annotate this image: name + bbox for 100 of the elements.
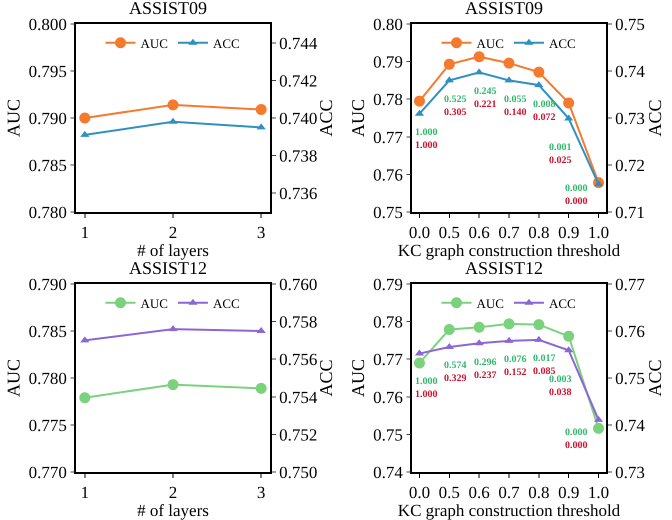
annotation: 0.000 [565,196,588,207]
y2-tick-label: 0.758 [279,312,318,332]
y2-tick-label: 0.760 [279,274,318,294]
annotation: 0.017 [533,353,556,364]
y2-tick-label: 0.736 [279,184,318,204]
annotation: 0.025 [549,155,572,166]
y-tick-label: 0.785 [28,156,67,175]
y-tick-label: 0.780 [28,202,67,222]
legend-label: ACC [212,296,240,311]
point [444,58,455,70]
y-axis-title: AUC [3,98,24,138]
annotation: 0.076 [504,354,526,365]
y-tick-label: 0.775 [28,416,67,435]
y-axis-title: AUC [3,358,24,398]
y2-tick-label: 0.754 [279,388,318,407]
x-tick-label: 1.0 [588,483,610,502]
y2-tick-label: 0.77 [615,274,646,294]
annotation: 0.000 [565,183,588,194]
point [563,330,574,342]
chart-title: ASSIST09 [464,0,544,18]
point [533,319,544,330]
x-tick-label: 0.0 [408,483,430,502]
x-tick-label: 3 [256,223,266,242]
chart-title: ASSIST12 [464,258,544,278]
annotation: 0.140 [504,107,526,118]
annotation: 1.000 [415,376,438,387]
y-tick-label: 0.76 [373,165,403,184]
legend-label: ACC [212,36,240,51]
y2-tick-label: 0.756 [279,350,318,370]
point [168,379,178,390]
annotation: 0.329 [444,373,466,384]
annotation: 0.008 [533,99,556,110]
y-tick-label: 0.77 [373,128,404,147]
y2-tick-label: 0.738 [279,146,318,166]
annotation: 0.000 [565,440,588,451]
y2-tick-label: 0.74 [615,62,646,81]
point [474,51,485,62]
annotation: 1.000 [415,127,438,138]
annotation: 0.000 [565,427,588,438]
x-tick-label: 0.7 [498,223,520,242]
x-axis-title: KC graph construction threshold [398,501,621,520]
point [563,97,574,108]
point [256,104,267,116]
annotation: 0.221 [474,99,496,110]
y-tick-label: 0.790 [28,274,67,294]
y2-tick-label: 0.71 [615,202,645,222]
point [504,58,514,69]
x-tick-label: 0.5 [438,483,460,502]
legend-label: AUC [140,296,168,311]
y-tick-label: 0.75 [373,425,403,444]
x-tick-label: 0.9 [558,483,580,502]
annotation: 0.305 [444,107,466,118]
legend-label: ACC [548,36,576,51]
y-axis-title: AUC [348,98,368,138]
x-tick-label: 3 [256,483,266,502]
point [504,318,514,330]
annotation: 1.000 [415,140,438,151]
y2-axis-title: ACC [645,359,665,397]
annotation: 0.003 [549,374,572,385]
legend-label: ACC [548,296,576,311]
y-tick-label: 0.785 [28,322,67,341]
y2-tick-label: 0.744 [279,34,318,53]
y2-axis-title: ACC [645,99,665,137]
x-tick-label: 2 [168,223,178,242]
legend-label: AUC [476,296,504,311]
y2-tick-label: 0.75 [615,14,645,34]
y2-tick-label: 0.74 [615,416,646,435]
x-tick-label: 0.5 [438,223,460,242]
annotation: 0.574 [444,360,466,371]
y-tick-label: 0.78 [373,312,403,332]
y-tick-label: 0.79 [373,52,403,72]
y-tick-label: 0.790 [28,108,67,128]
x-axis-title: KC graph construction threshold [398,241,621,260]
y-tick-label: 0.74 [373,462,404,482]
y2-tick-label: 0.742 [279,71,318,90]
y-tick-label: 0.76 [373,388,403,407]
y-tick-label: 0.770 [28,462,67,482]
x-tick-label: 2 [168,483,178,502]
y-tick-label: 0.78 [373,90,403,110]
legend-label: AUC [476,36,504,51]
annotation: 0.001 [549,142,572,153]
point [79,112,90,124]
y2-tick-label: 0.73 [615,108,645,128]
y-tick-label: 0.80 [373,14,403,34]
y-tick-label: 0.79 [373,274,403,294]
point [256,382,267,394]
x-tick-label: 0.6 [468,483,490,502]
chart-title: ASSIST09 [128,0,208,18]
y-tick-label: 0.795 [28,62,67,81]
y-tick-label: 0.780 [28,368,67,388]
x-tick-label: 0.9 [558,223,580,242]
annotation: 0.152 [504,367,526,378]
annotation: 0.038 [549,387,572,398]
x-tick-label: 1 [80,483,90,502]
x-tick-label: 1 [80,223,90,242]
y2-tick-label: 0.750 [279,462,318,482]
y2-tick-label: 0.72 [615,156,645,175]
x-tick-label: 0.7 [498,483,520,502]
annotation: 0.525 [444,94,466,105]
point [79,392,90,404]
